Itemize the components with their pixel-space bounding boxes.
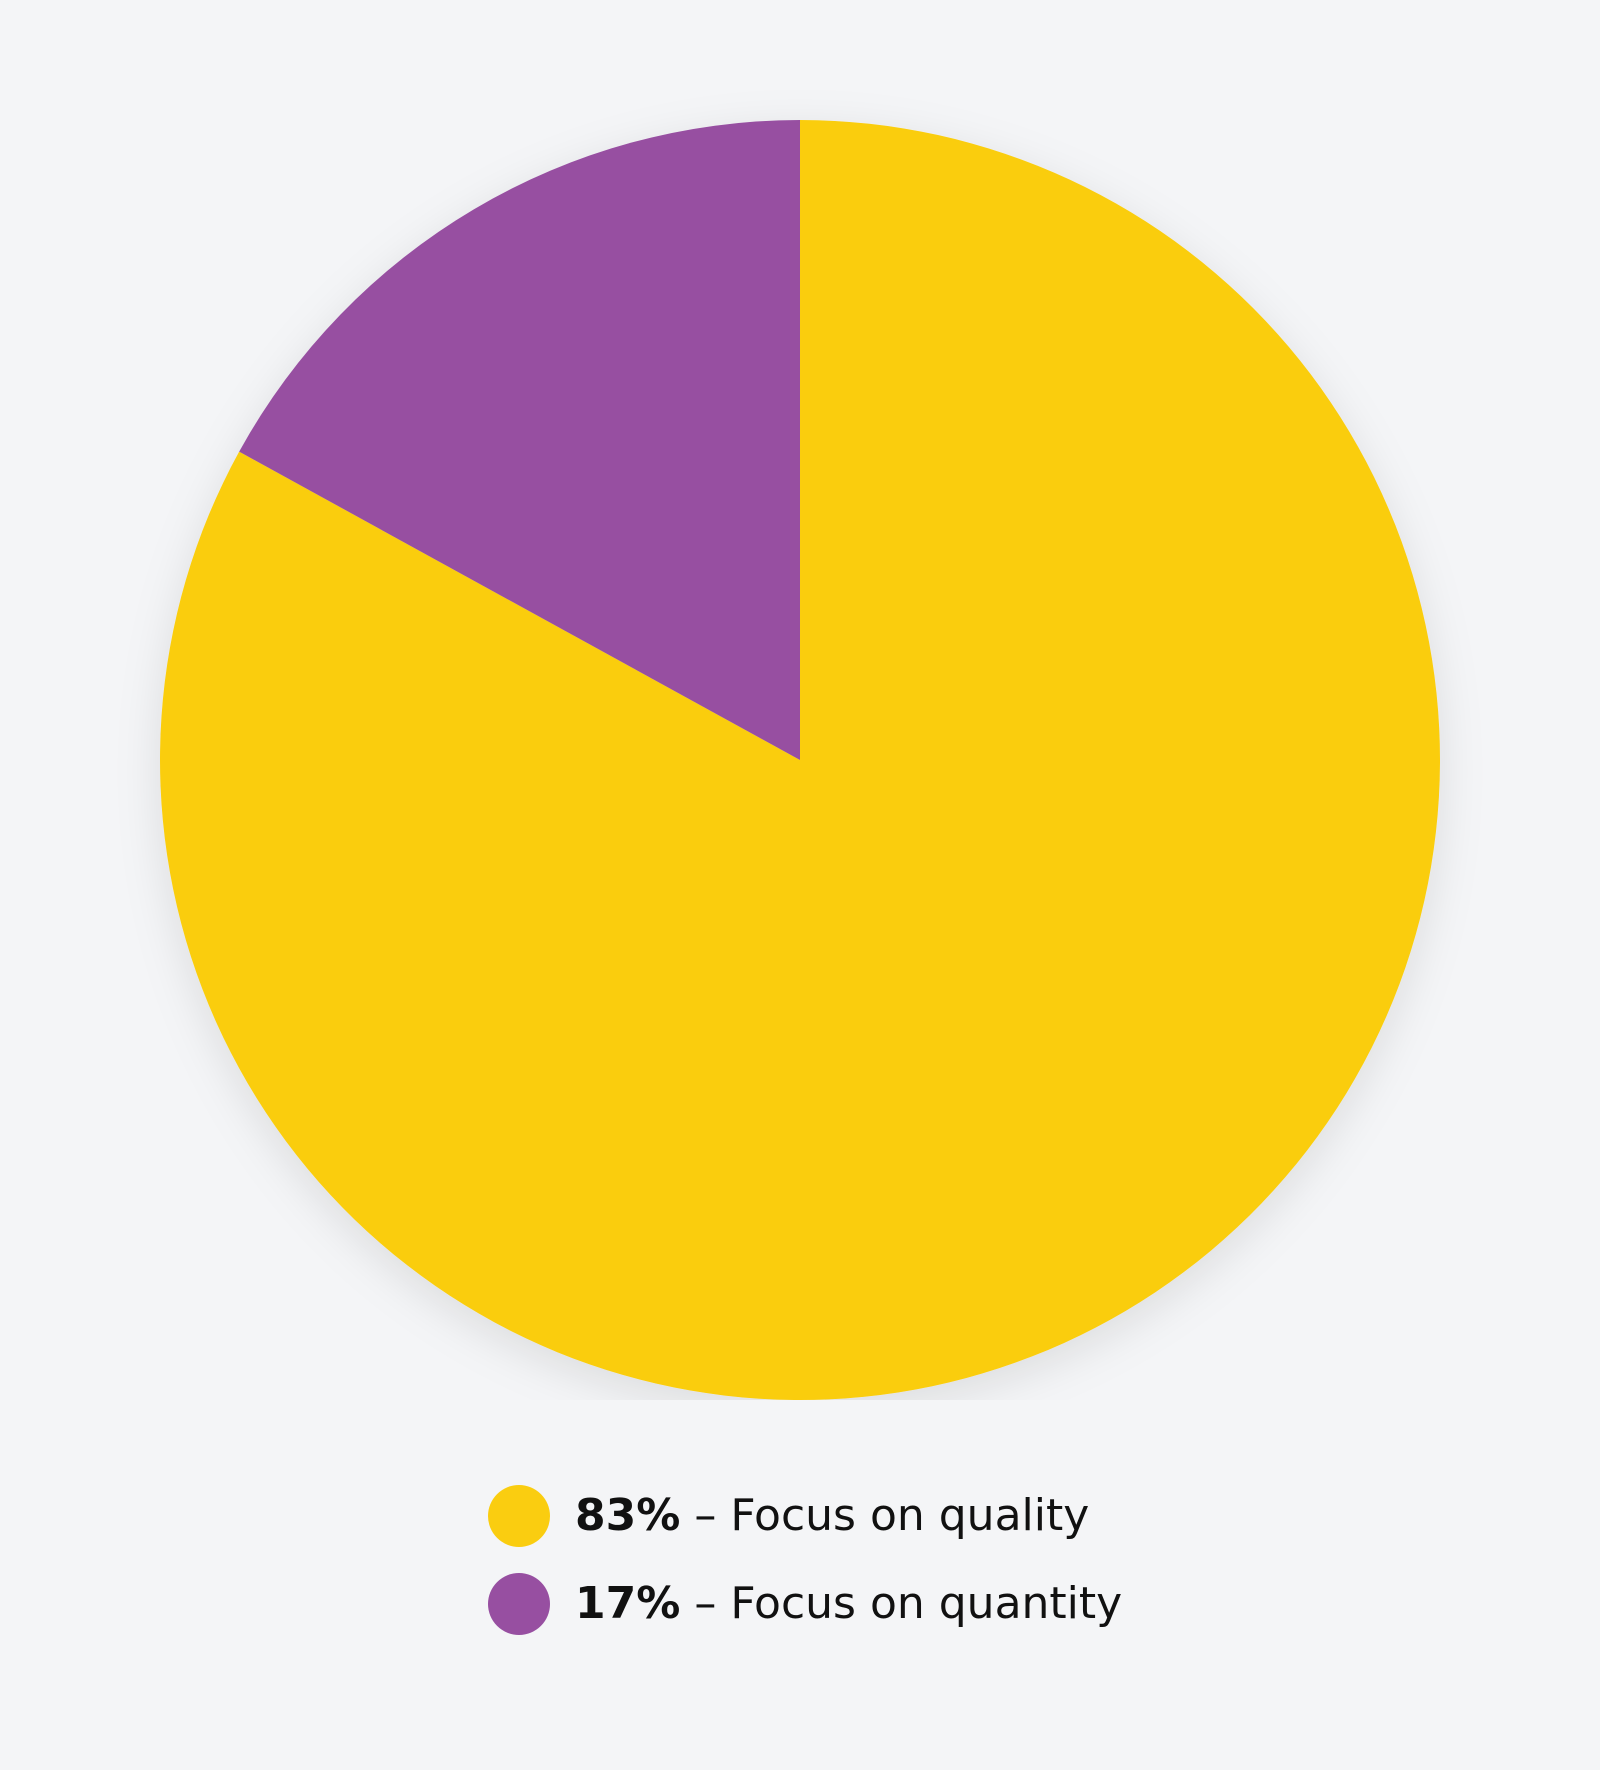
pie-slice-focus-on-quantity xyxy=(239,120,801,760)
legend-text-quantity: 17% – Focus on quantity xyxy=(575,1573,1122,1635)
legend-swatch-quantity xyxy=(488,1573,550,1635)
pie-slice-focus-on-quality xyxy=(159,120,1440,1400)
legend-item-quality: 83% – Focus on quality xyxy=(488,1485,1288,1573)
legend-label-quantity: Focus on quantity xyxy=(730,1578,1123,1629)
pie-slices xyxy=(159,120,1440,1400)
pie-chart xyxy=(159,120,1440,1400)
legend-item-quantity: 17% – Focus on quantity xyxy=(488,1573,1288,1661)
chart-legend: 83% – Focus on quality 17% – Focus on qu… xyxy=(488,1485,1288,1661)
legend-value-quality: 83% xyxy=(575,1490,681,1541)
legend-value-quantity: 17% xyxy=(575,1578,681,1629)
legend-separator-quantity: – xyxy=(680,1578,731,1629)
legend-label-quality: Focus on quality xyxy=(730,1490,1090,1541)
legend-swatch-quality xyxy=(488,1485,550,1547)
legend-text-quality: 83% – Focus on quality xyxy=(575,1485,1089,1547)
legend-separator-quality: – xyxy=(680,1490,731,1541)
